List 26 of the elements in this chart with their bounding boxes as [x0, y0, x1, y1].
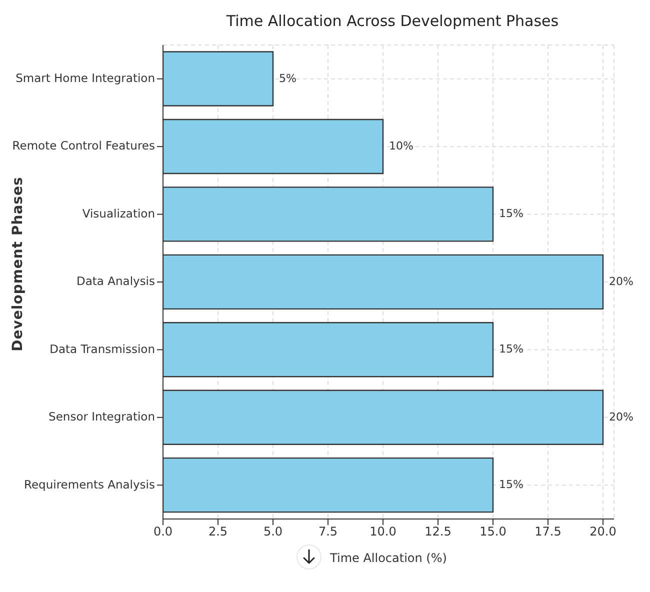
chart-title: Time Allocation Across Development Phases	[225, 12, 560, 30]
y-tick-label: Data Transmission	[50, 342, 155, 356]
data-label: 5%	[279, 72, 296, 85]
y-tick-label: Sensor Integration	[48, 410, 155, 424]
data-label: 15%	[499, 207, 524, 220]
x-tick-label: 15.0	[480, 524, 506, 539]
data-label: 15%	[499, 342, 524, 356]
x-tick-label: 2.5	[208, 524, 228, 539]
y-tick-label: Remote Control Features	[12, 138, 156, 153]
data-label: 15%	[499, 478, 524, 492]
x-axis-title: Time Allocation (%)	[329, 551, 447, 565]
data-label: 20%	[609, 410, 634, 424]
x-tick-label: 17.5	[534, 524, 562, 539]
y-tick-label: Visualization	[82, 206, 155, 220]
data-label: 20%	[609, 274, 634, 288]
y-tick-label: Requirements Analysis	[24, 477, 155, 492]
y-tick-label: Smart Home Integration	[16, 71, 155, 86]
y-axis-title: Development Phases	[10, 176, 26, 354]
x-tick-label: 10.0	[370, 524, 396, 539]
x-tick-label: 0.0	[153, 524, 173, 539]
x-tick-label: 5.0	[263, 524, 283, 539]
x-tick-label: 12.5	[424, 524, 452, 539]
data-label: 10%	[389, 139, 414, 152]
x-tick-label: 7.5	[318, 524, 338, 539]
y-tick-label: Data Analysis	[76, 274, 156, 288]
x-tick-label: 20.0	[590, 524, 616, 539]
